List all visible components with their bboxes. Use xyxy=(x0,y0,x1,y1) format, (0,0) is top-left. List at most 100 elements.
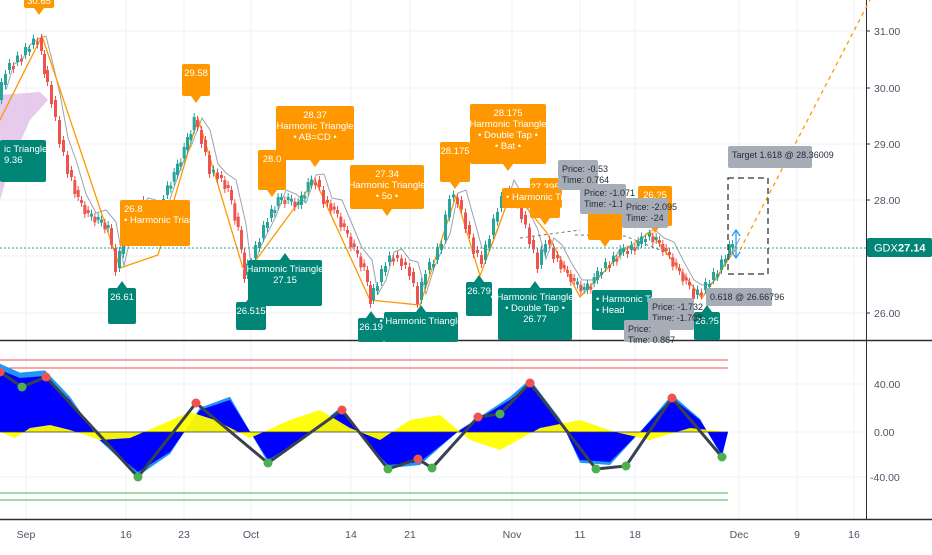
label-stop[interactable]: 0.618 @ 26.66796 xyxy=(706,288,784,306)
label-box xyxy=(384,312,458,342)
label-mid-triangle[interactable]: • Harmonic Tri xyxy=(502,188,566,208)
label-pointer xyxy=(366,311,376,318)
label-280[interactable]: 28.0 xyxy=(258,150,286,197)
label-box xyxy=(466,282,492,316)
label-pointer xyxy=(34,8,44,15)
candle xyxy=(332,206,336,210)
label-box xyxy=(248,260,322,306)
candle xyxy=(688,282,691,286)
candle xyxy=(416,286,419,304)
label-28175-a[interactable]: 28.175 xyxy=(440,142,470,189)
candle xyxy=(24,47,27,55)
label-pointer xyxy=(310,160,320,167)
candle xyxy=(286,197,290,200)
label-28175-b[interactable]: 28.175• Harmonic Triangle •• Double Tap … xyxy=(463,104,553,171)
label-2837[interactable]: 28.37• Harmonic Triangle •• AB=CD • xyxy=(270,106,360,167)
candle xyxy=(76,190,80,197)
label-2661[interactable]: 26.61 xyxy=(108,281,136,324)
label-text: • Harmonic Tri xyxy=(506,192,566,203)
candle xyxy=(179,162,183,167)
label-text: Time: -24 xyxy=(626,213,664,223)
badge-bg xyxy=(867,238,932,257)
candle xyxy=(296,202,300,205)
target-box xyxy=(727,177,769,275)
label-text: • Harmonic Triangle • xyxy=(240,264,329,275)
candle xyxy=(476,250,479,253)
label-text: 28.175 xyxy=(493,108,522,119)
oscillator-series xyxy=(0,363,728,482)
candle xyxy=(329,203,333,211)
label-text: Price: -2.095 xyxy=(626,202,677,212)
candle xyxy=(236,216,240,227)
label-2958[interactable]: 29.58 xyxy=(182,64,210,103)
osc-trough-dot xyxy=(495,409,505,419)
candle xyxy=(339,216,343,228)
candle xyxy=(452,194,455,198)
candle xyxy=(720,259,723,270)
label-text: Price: -0.53 xyxy=(562,164,608,174)
candle xyxy=(520,207,523,219)
candle xyxy=(246,263,249,275)
candle xyxy=(230,190,233,201)
candle xyxy=(80,200,83,203)
time-tick: Nov xyxy=(503,529,522,541)
measure-arrow-down xyxy=(731,251,741,260)
pattern-dashed xyxy=(574,234,661,251)
time-tick: 23 xyxy=(178,529,190,541)
time-tick: Oct xyxy=(243,529,259,541)
candle xyxy=(596,271,599,280)
candle xyxy=(176,163,179,175)
osc-trough-dot xyxy=(263,458,273,468)
label-2734[interactable]: 27.34• Harmonic Triangle •• 5o • xyxy=(342,165,432,216)
candle xyxy=(640,236,643,244)
label-bottom-triangle[interactable]: • Harmonic Triangle xyxy=(379,305,463,342)
candle xyxy=(208,155,211,174)
time-tick: 18 xyxy=(629,529,641,541)
label-bottom-right[interactable]: 26.?5 xyxy=(694,305,720,340)
candle xyxy=(400,258,403,266)
label-3065[interactable]: 30.65 xyxy=(24,0,54,15)
time-tick: 11 xyxy=(575,529,586,541)
label-2679[interactable]: 26.79 xyxy=(466,275,492,316)
label-box xyxy=(24,0,54,8)
label-box xyxy=(120,200,190,246)
label-2715[interactable]: • Harmonic Triangle •27.15 xyxy=(240,253,330,306)
candle xyxy=(223,180,227,189)
oscillator-pane[interactable] xyxy=(0,359,728,501)
osc-peak-dot xyxy=(525,378,535,388)
candle xyxy=(664,248,668,251)
candle xyxy=(615,258,619,262)
candle xyxy=(40,38,43,51)
label-price-time-5[interactable]: Price:Time: 0.867 xyxy=(624,320,675,345)
label-2677[interactable]: • Harmonic Triangle •• Double Tap •26.77 xyxy=(490,281,580,340)
time-tick: 16 xyxy=(848,529,860,541)
label-left-triangle[interactable]: 26.8• Harmonic Triangle xyxy=(120,200,207,246)
label-2619[interactable]: 26.19 xyxy=(358,311,384,342)
candle xyxy=(83,205,87,214)
candle xyxy=(273,210,277,213)
candle xyxy=(608,265,611,268)
label-text: • Head xyxy=(596,305,625,316)
candle xyxy=(50,85,53,104)
label-pointer xyxy=(280,253,290,260)
candle xyxy=(460,200,463,210)
time-tick: 14 xyxy=(345,529,357,541)
candle xyxy=(548,240,551,245)
candle xyxy=(420,282,423,300)
label-target[interactable]: Target 1.618 @ 28.36009 xyxy=(728,146,834,168)
label-text: • Harmonic Tri xyxy=(596,294,656,305)
candle xyxy=(356,250,359,254)
osc-trough-dot xyxy=(383,464,393,474)
candle xyxy=(579,284,583,292)
candle xyxy=(636,241,640,246)
candle xyxy=(196,120,199,127)
symbol-price-badge[interactable]: GDX 27.14 xyxy=(867,238,932,257)
time-tick: 21 xyxy=(404,529,416,541)
